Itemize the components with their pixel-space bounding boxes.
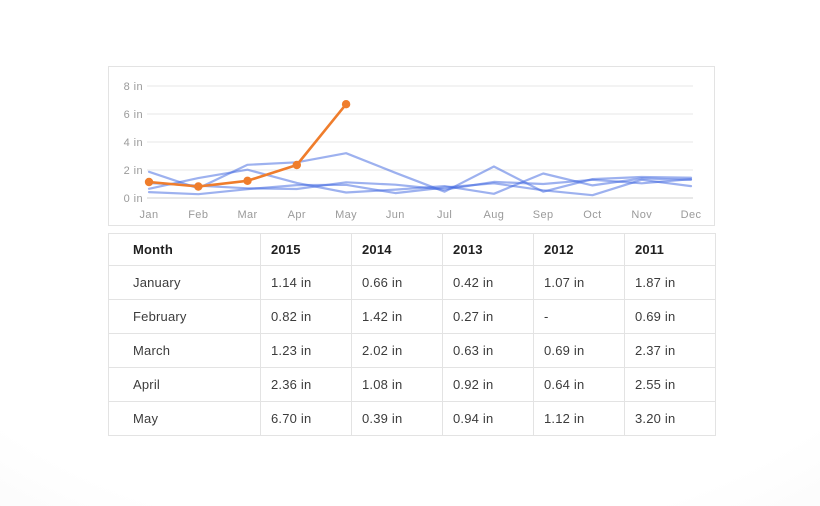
table-cell: 6.70 in: [260, 401, 352, 436]
x-axis-tick-label: Jun: [386, 209, 405, 221]
table-cell: 2.36 in: [260, 367, 352, 402]
table-cell: -: [533, 299, 625, 334]
rainfall-table: Month 2015 2014 2013 2012 2011 January 1…: [108, 233, 716, 436]
column-header-2013: 2013: [442, 233, 534, 266]
x-axis-tick-label: Aug: [484, 209, 505, 221]
table-row-march: March 1.23 in 2.02 in 0.63 in 0.69 in 2.…: [108, 333, 716, 368]
table-cell: 0.27 in: [442, 299, 534, 334]
series-2015-point-Apr: [292, 160, 301, 170]
series-2011: [147, 152, 693, 193]
x-axis-tick-label: May: [335, 209, 357, 221]
table-cell: 0.94 in: [442, 401, 534, 436]
x-axis-tick-label: Oct: [583, 209, 601, 221]
x-axis-tick-label: Jul: [437, 209, 452, 221]
series-2015-point-May: [341, 100, 351, 109]
column-header-month: Month: [108, 233, 261, 266]
table-row-april: April 2.36 in 1.08 in 0.92 in 0.64 in 2.…: [108, 367, 716, 402]
month-label: April: [108, 367, 261, 402]
table-row-february: February 0.82 in 1.42 in 0.27 in - 0.69 …: [108, 299, 716, 334]
month-label: January: [108, 265, 261, 300]
rainfall-chart-panel: 0 in 2 in 4 in 6 in 8 in Jan Feb Mar Apr May Jun Ju…: [108, 66, 715, 226]
table-cell: 0.39 in: [351, 401, 443, 436]
table-cell: 1.07 in: [533, 265, 625, 300]
series-2015-point-Mar: [243, 176, 252, 185]
table-cell: 1.23 in: [260, 333, 352, 368]
column-header-2012: 2012: [533, 233, 625, 266]
x-axis-tick-label: Jan: [140, 209, 159, 221]
y-axis-tick-label: 8 in: [124, 81, 143, 93]
x-axis-tick-label: Feb: [188, 209, 208, 221]
table-cell: 1.42 in: [351, 299, 443, 334]
table-cell: 1.14 in: [260, 265, 352, 300]
table-cell: 3.20 in: [624, 401, 716, 436]
table-cell: 0.82 in: [260, 299, 352, 334]
table-cell: 0.63 in: [442, 333, 534, 368]
y-axis-tick-label: 4 in: [124, 137, 143, 149]
series-2011-line: [147, 152, 693, 193]
x-axis-tick-label: Mar: [237, 209, 257, 221]
series-2015-point-Jan: [144, 177, 154, 187]
series-2013: [147, 178, 693, 197]
month-label: February: [108, 299, 261, 334]
table-row-january: January 1.14 in 0.66 in 0.42 in 1.07 in …: [108, 265, 716, 300]
series-2015-line: [147, 102, 348, 188]
x-axis-labels: Jan Feb Mar Apr May Jun Jul Aug Sep Oct Nov Dec: [140, 209, 702, 221]
table-cell: 0.69 in: [624, 299, 716, 334]
column-header-2011: 2011: [624, 233, 716, 266]
table-cell: 0.64 in: [533, 367, 625, 402]
month-label: March: [108, 333, 261, 368]
table-cell: 0.92 in: [442, 367, 534, 402]
series-2015: [144, 100, 351, 191]
x-axis-tick-label: Sep: [533, 209, 554, 221]
series-2012: [147, 178, 693, 191]
series-2013-line: [147, 178, 693, 197]
column-header-2014: 2014: [351, 233, 443, 266]
table-cell: 2.55 in: [624, 367, 716, 402]
rainfall-line-chart: 0 in 2 in 4 in 6 in 8 in Jan Feb Mar Apr May Jun Ju…: [124, 81, 702, 221]
y-axis-tick-label: 0 in: [124, 193, 143, 205]
y-axis-tick-label: 2 in: [124, 165, 143, 177]
table-cell: 0.42 in: [442, 265, 534, 300]
chart-gridlines: 0 in 2 in 4 in 6 in 8 in: [124, 81, 693, 205]
month-label: May: [108, 401, 261, 436]
table-cell: 1.12 in: [533, 401, 625, 436]
table-row-may: May 6.70 in 0.39 in 0.94 in 1.12 in 3.20…: [108, 401, 716, 436]
table-cell: 1.87 in: [624, 265, 716, 300]
table-cell: 2.37 in: [624, 333, 716, 368]
table-cell: 1.08 in: [351, 367, 443, 402]
x-axis-tick-label: Apr: [288, 209, 306, 221]
table-cell: 0.69 in: [533, 333, 625, 368]
x-axis-tick-label: Dec: [681, 209, 702, 221]
x-axis-tick-label: Nov: [631, 209, 652, 221]
column-header-2015: 2015: [260, 233, 352, 266]
series-2012-line: [147, 178, 693, 191]
y-axis-tick-label: 6 in: [124, 109, 143, 121]
table-header-row: Month 2015 2014 2013 2012 2011: [108, 233, 716, 266]
table-cell: 0.66 in: [351, 265, 443, 300]
series-2015-point-Feb: [194, 182, 203, 191]
table-cell: 2.02 in: [351, 333, 443, 368]
